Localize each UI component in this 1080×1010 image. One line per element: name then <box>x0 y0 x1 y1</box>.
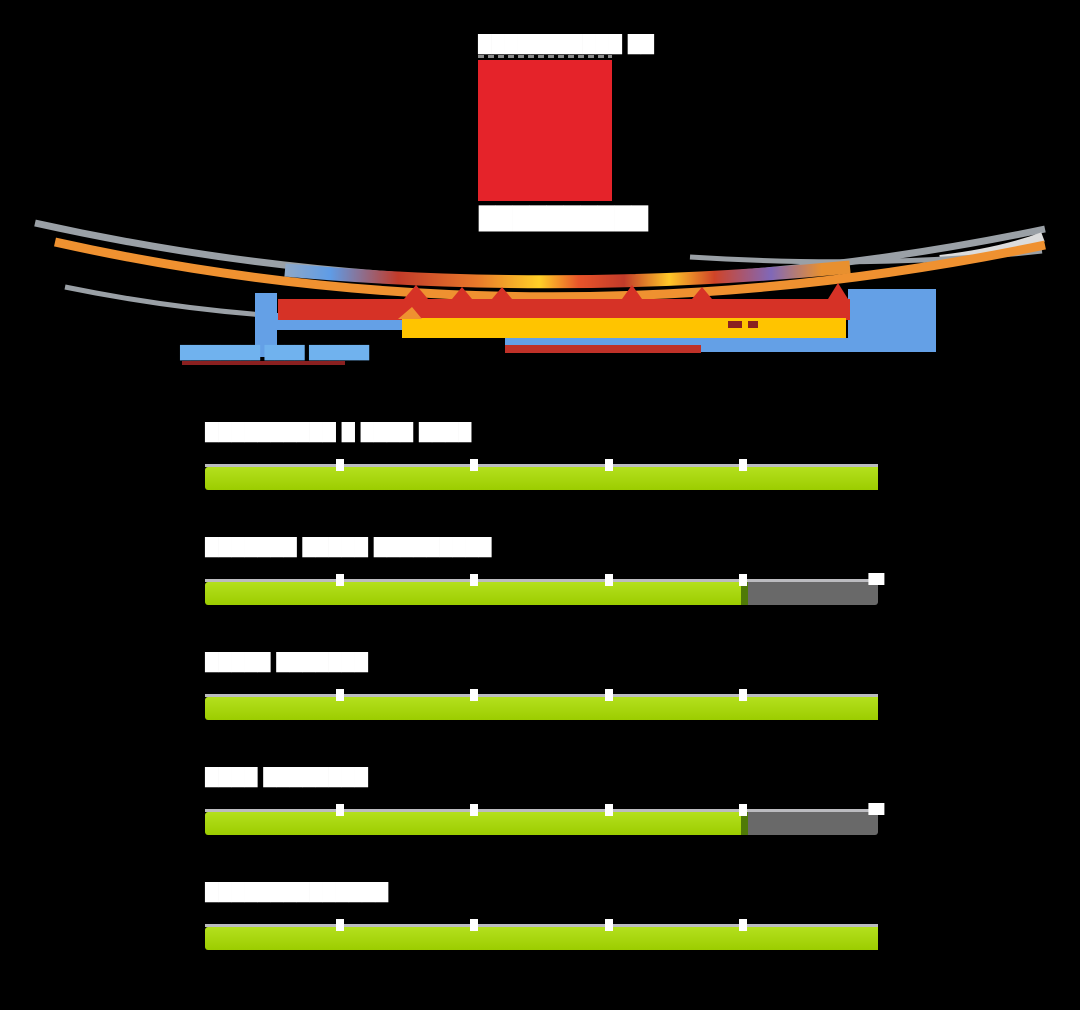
progress-fill <box>205 582 744 605</box>
skill-section: █████ ███████ <box>205 655 878 720</box>
progress-fill <box>205 467 878 490</box>
progress-track <box>205 694 878 697</box>
progress-track <box>205 579 878 582</box>
skill-section: ███████ █████ █████████ <box>205 538 885 605</box>
hero-fineprint-text <box>478 55 612 58</box>
skill-section: ██████████ █ ████ ████ <box>205 425 878 490</box>
segment-divider <box>470 804 479 816</box>
progress-fill-edge <box>741 812 749 835</box>
segment-divider <box>335 574 344 586</box>
progress-fill <box>205 697 878 720</box>
progress-fill <box>205 812 744 835</box>
hero-logo-text: ███████████ ██ <box>478 35 654 55</box>
progress-remainder <box>743 582 878 605</box>
stadium-illustration-icon <box>34 219 1046 365</box>
skill-title: ████ ████████ <box>205 768 368 788</box>
skill-progress-bar <box>205 459 878 490</box>
skill-title: █████ ███████ <box>205 653 368 673</box>
progress-end-marker <box>868 803 885 815</box>
segment-divider <box>335 689 344 701</box>
segment-divider <box>470 574 479 586</box>
hero-caption-text: ██████████ <box>479 207 649 232</box>
segment-divider <box>739 574 748 586</box>
progress-track <box>205 924 878 927</box>
segment-divider <box>604 459 613 471</box>
segment-divider <box>470 689 479 701</box>
skill-section: ██████████████ <box>205 885 878 950</box>
segment-divider <box>604 574 613 586</box>
segment-divider <box>604 919 613 931</box>
segment-divider <box>470 459 479 471</box>
segment-divider <box>604 689 613 701</box>
segment-divider <box>335 919 344 931</box>
hero-image: ███████████ ██ ██████████ <box>0 0 1080 370</box>
progress-track <box>205 809 878 812</box>
segment-divider <box>335 804 344 816</box>
skills-list: ██████████ █ ████ ████ ███████ █████ ███… <box>205 425 885 1000</box>
segment-divider <box>604 804 613 816</box>
segment-divider <box>739 459 748 471</box>
segment-divider <box>739 804 748 816</box>
segment-divider <box>335 459 344 471</box>
skill-title: ██████████████ <box>205 883 389 903</box>
skill-title: ██████████ █ ████ ████ <box>205 423 472 443</box>
skill-progress-bar <box>205 573 885 605</box>
segment-divider <box>739 919 748 931</box>
progress-track <box>205 464 878 467</box>
skill-progress-bar <box>205 803 885 835</box>
segment-divider <box>739 689 748 701</box>
skill-section: ████ ████████ <box>205 768 885 835</box>
progress-remainder <box>743 812 878 835</box>
skill-title: ███████ █████ █████████ <box>205 538 492 558</box>
hero-watermark-text: ████████ ████ ██████ <box>180 346 370 361</box>
progress-fill <box>205 927 878 950</box>
segment-divider <box>470 919 479 931</box>
skill-progress-bar <box>205 689 878 720</box>
progress-fill-edge <box>741 582 749 605</box>
hero-red-panel <box>478 60 612 201</box>
progress-end-marker <box>868 573 885 585</box>
skill-progress-bar <box>205 919 878 950</box>
